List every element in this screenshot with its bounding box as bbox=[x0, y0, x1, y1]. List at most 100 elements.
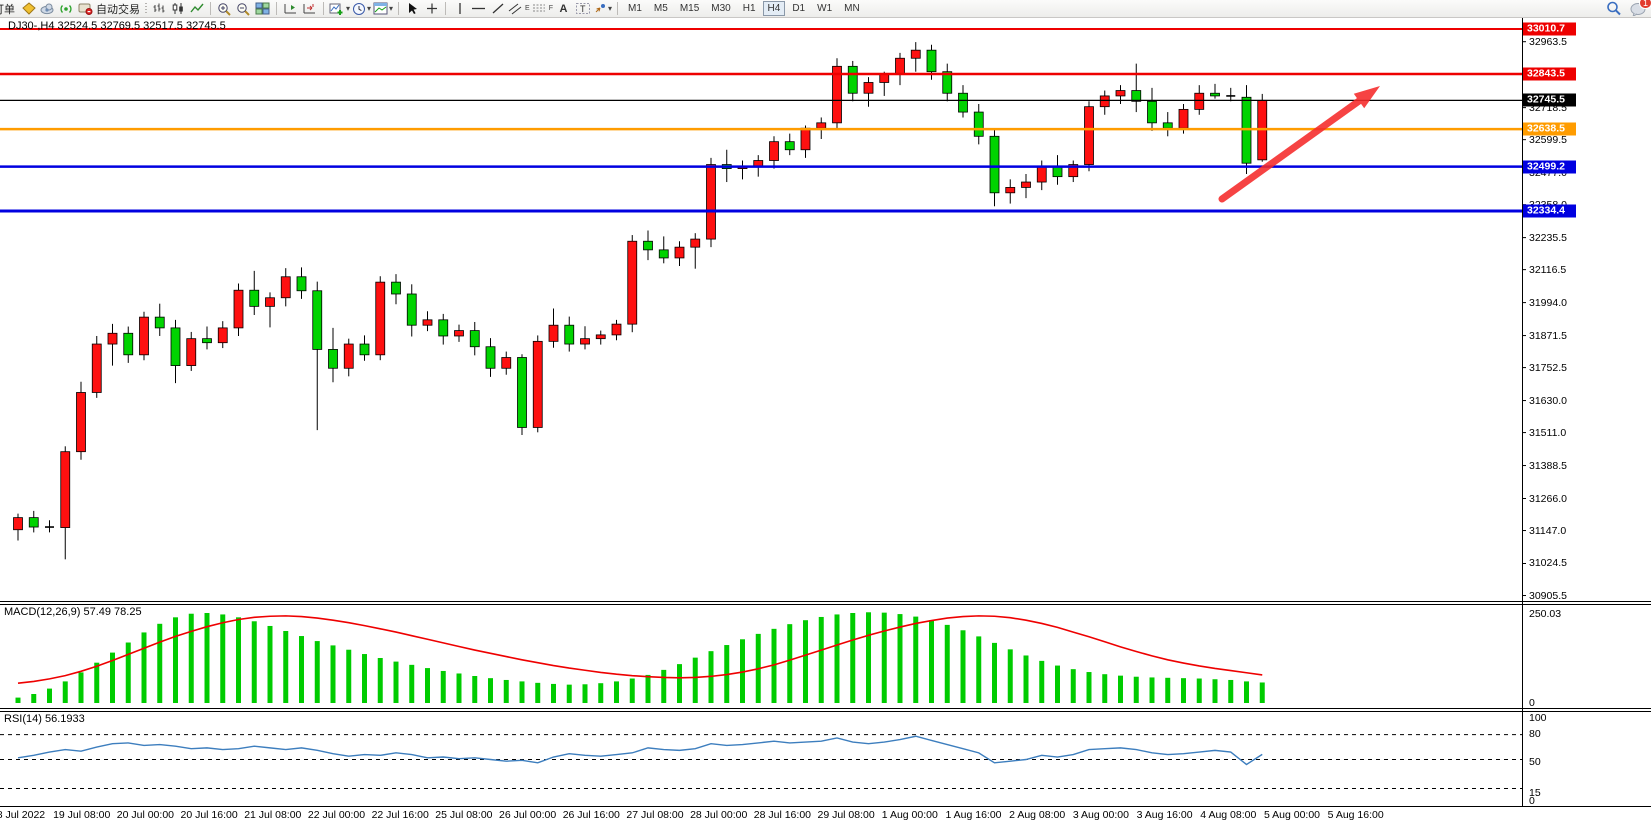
candle-up bbox=[1115, 90, 1126, 97]
candle-up bbox=[454, 330, 464, 337]
channel-tool-icon[interactable]: E bbox=[508, 1, 530, 16]
zoom-in-icon[interactable] bbox=[216, 1, 233, 16]
candle-up bbox=[800, 127, 811, 151]
text-tool-icon[interactable]: A bbox=[559, 2, 568, 15]
trend-arrow-head[interactable] bbox=[1353, 86, 1380, 109]
dropdown-arrow-icon: ▾ bbox=[608, 4, 613, 13]
toolbar-separator bbox=[210, 2, 211, 15]
candle-up bbox=[611, 323, 622, 336]
timeframe-w1[interactable]: W1 bbox=[817, 3, 833, 14]
signal-icon[interactable] bbox=[58, 1, 75, 16]
candle-up bbox=[753, 160, 764, 167]
trendline-tool-icon[interactable] bbox=[489, 1, 506, 16]
macd-bar bbox=[141, 632, 147, 703]
macd-bar bbox=[960, 630, 966, 703]
candle-down bbox=[28, 517, 39, 528]
macd-bar bbox=[944, 624, 950, 703]
notification-count-badge: 1 bbox=[1638, 0, 1651, 9]
add-indicator-icon[interactable]: ▾ bbox=[329, 1, 350, 16]
candle-up bbox=[265, 297, 275, 307]
macd-bar bbox=[677, 664, 682, 703]
macd-bar bbox=[1007, 649, 1013, 703]
macd-bar bbox=[566, 684, 572, 703]
search-icon[interactable] bbox=[1605, 1, 1622, 16]
candle-down bbox=[154, 316, 165, 329]
chart-shift-icon[interactable] bbox=[282, 1, 299, 16]
timeframe-h1[interactable]: H1 bbox=[742, 3, 756, 14]
gold-symbol-icon[interactable] bbox=[20, 1, 37, 16]
candle-up bbox=[690, 238, 701, 248]
timeframe-m15[interactable]: M15 bbox=[679, 3, 700, 14]
candle-down bbox=[942, 71, 953, 94]
new-order-label[interactable]: 订单 bbox=[0, 3, 15, 16]
macd-bar bbox=[283, 631, 289, 703]
macd-bar bbox=[1244, 681, 1249, 703]
macd-bar bbox=[1118, 675, 1123, 703]
autotrade-label[interactable]: 自动交易 bbox=[96, 3, 140, 16]
macd-bar bbox=[834, 614, 840, 703]
candle-up bbox=[76, 392, 86, 453]
notifications-icon[interactable]: 1 bbox=[1629, 0, 1651, 16]
macd-bar bbox=[850, 613, 856, 703]
candlestick-series bbox=[13, 42, 1268, 560]
macd-bar bbox=[535, 682, 541, 703]
timeframe-mn[interactable]: MN bbox=[844, 3, 860, 14]
timeframe-m1[interactable]: M1 bbox=[628, 3, 642, 14]
candle-down bbox=[784, 141, 795, 151]
candle-up bbox=[233, 289, 244, 329]
macd-bar bbox=[1228, 679, 1234, 703]
macd-bar bbox=[204, 613, 210, 703]
macd-bar bbox=[645, 674, 651, 703]
timeframe-m30[interactable]: M30 bbox=[711, 3, 731, 14]
period-clock-icon[interactable]: ▾ bbox=[352, 1, 371, 16]
trend-arrow-annotation[interactable] bbox=[1218, 86, 1380, 203]
template-icon[interactable]: ▾ bbox=[373, 1, 393, 16]
macd-series bbox=[15, 612, 1265, 703]
timeframe-m5[interactable]: M5 bbox=[653, 3, 668, 14]
candle-up bbox=[627, 240, 638, 325]
timeframe-h4[interactable]: H4 bbox=[762, 1, 786, 16]
candle-down bbox=[958, 92, 968, 113]
macd-bar bbox=[1039, 660, 1045, 703]
candle-up bbox=[280, 276, 291, 299]
macd-bar bbox=[78, 672, 84, 703]
fibonacci-tool-icon[interactable]: F bbox=[532, 1, 553, 16]
macd-bar bbox=[771, 628, 777, 703]
horizontal-line-tool-icon[interactable] bbox=[470, 1, 487, 16]
arrows-tool-icon[interactable]: ▾ bbox=[593, 1, 612, 16]
macd-bar bbox=[125, 642, 131, 703]
trend-arrow-shaft[interactable] bbox=[1218, 97, 1363, 203]
timeframe-d1[interactable]: D1 bbox=[792, 3, 806, 14]
candle-up bbox=[1068, 164, 1079, 178]
auto-scroll-icon[interactable] bbox=[301, 1, 318, 16]
text-label-tool-icon[interactable]: T bbox=[574, 1, 591, 16]
macd-bar bbox=[740, 639, 745, 703]
candle-down bbox=[485, 346, 496, 369]
candle-up bbox=[1036, 165, 1047, 183]
candlestick-chart-icon[interactable] bbox=[169, 1, 186, 16]
candle-up bbox=[60, 451, 71, 528]
macd-bar bbox=[992, 642, 997, 703]
candle-up bbox=[769, 141, 779, 161]
cloud-account-icon[interactable] bbox=[39, 1, 56, 16]
line-chart-icon[interactable] bbox=[188, 1, 205, 16]
crosshair-tool-icon[interactable] bbox=[423, 1, 440, 16]
bar-chart-icon[interactable] bbox=[150, 1, 167, 16]
macd-bar bbox=[362, 654, 367, 703]
vertical-line-tool-icon[interactable] bbox=[451, 1, 468, 16]
candle-down bbox=[847, 65, 858, 94]
macd-bar bbox=[929, 620, 934, 703]
candle-down bbox=[643, 240, 653, 251]
tile-windows-icon[interactable] bbox=[254, 1, 271, 16]
macd-bar bbox=[692, 657, 698, 703]
candle-down bbox=[249, 289, 260, 307]
cursor-tool-icon[interactable] bbox=[404, 1, 421, 16]
macd-signal-line bbox=[17, 615, 1263, 684]
zoom-out-icon[interactable] bbox=[235, 1, 252, 16]
candle-down bbox=[989, 135, 1000, 194]
candle-up bbox=[532, 340, 543, 428]
dropdown-arrow-icon: ▾ bbox=[346, 4, 351, 13]
autotrade-icon[interactable] bbox=[77, 1, 94, 16]
candle-down bbox=[658, 249, 669, 259]
